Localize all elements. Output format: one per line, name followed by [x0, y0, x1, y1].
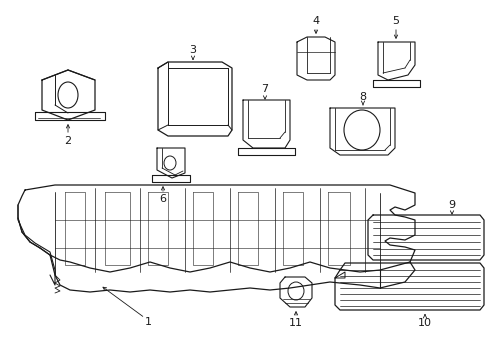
- Text: 8: 8: [359, 92, 366, 102]
- Text: 3: 3: [189, 45, 196, 55]
- Text: 7: 7: [261, 84, 268, 94]
- Text: 4: 4: [312, 16, 319, 26]
- Text: 2: 2: [64, 136, 71, 146]
- Text: 5: 5: [392, 16, 399, 26]
- Text: 10: 10: [417, 318, 431, 328]
- Text: 9: 9: [447, 200, 455, 210]
- Text: 11: 11: [288, 318, 303, 328]
- Text: 6: 6: [159, 194, 166, 204]
- Text: 1: 1: [144, 317, 151, 327]
